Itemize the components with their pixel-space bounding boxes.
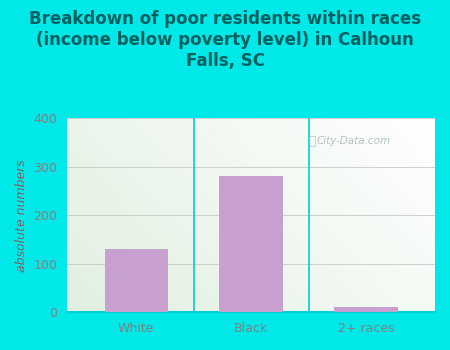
Text: Breakdown of poor residents within races
(income below poverty level) in Calhoun: Breakdown of poor residents within races… <box>29 10 421 70</box>
Bar <box>220 176 283 312</box>
Bar <box>104 249 168 312</box>
Bar <box>334 307 398 312</box>
Y-axis label: absolute numbers: absolute numbers <box>15 159 28 272</box>
Text: City-Data.com: City-Data.com <box>317 136 391 146</box>
Text: Ⓠ: Ⓠ <box>308 135 315 148</box>
